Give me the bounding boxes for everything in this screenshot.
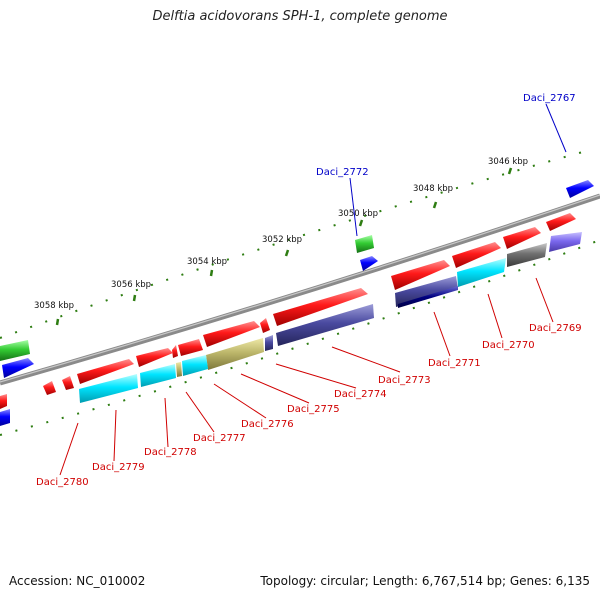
gene-arrow	[206, 338, 264, 370]
reverse-strand-features	[0, 232, 582, 426]
gene-arrow	[398, 286, 458, 308]
gene-arrow	[178, 339, 203, 356]
gene-arrow	[395, 276, 458, 307]
gene-label-daci-2774: Daci_2774	[334, 389, 387, 400]
gene-arrow	[457, 258, 506, 287]
gene-arrow	[273, 288, 368, 326]
gene-arrow	[546, 213, 576, 231]
gene-arrow	[203, 321, 260, 347]
tick-labels: 3046 kbp 3048 kbp 3050 kbp 3052 kbp 3054…	[34, 157, 528, 311]
gene-arrow	[140, 364, 176, 387]
gene-arrow	[276, 304, 374, 346]
gene-label-daci-2777: Daci_2777	[193, 433, 246, 444]
gene-label-daci-2778: Daci_2778	[144, 447, 197, 458]
gene-arrow	[566, 180, 594, 198]
gene-arrow	[391, 260, 450, 290]
gene-arrow	[172, 345, 178, 358]
gene-label-daci-2773: Daci_2773	[378, 375, 431, 386]
gene-arrow	[182, 355, 208, 376]
tick-label: 3052 kbp	[262, 235, 302, 245]
gene-arrow	[507, 243, 547, 267]
gene-label-daci-2776: Daci_2776	[241, 419, 294, 430]
label-leaders	[59, 103, 567, 476]
major-ticks	[55, 167, 513, 326]
topology-summary: Topology: circular; Length: 6,767,514 bp…	[260, 574, 590, 588]
accession-label: Accession: NC_010002	[9, 574, 146, 588]
gene-label-daci-2779: Daci_2779	[92, 462, 145, 473]
gene-label-daci-2771: Daci_2771	[428, 358, 481, 369]
gene-label-daci-2770: Daci_2770	[482, 340, 535, 351]
gene-arrow	[503, 227, 541, 249]
tick-label: 3046 kbp	[488, 157, 528, 167]
gene-labels: Daci_2767 Daci_2769 Daci_2770 Daci_2771 …	[36, 93, 582, 488]
gene-label-daci-2769: Daci_2769	[529, 323, 582, 334]
gene-arrow	[43, 381, 56, 395]
gene-arrow	[0, 340, 30, 361]
gene-arrow	[176, 362, 182, 377]
gene-arrow	[260, 318, 270, 333]
gene-arrow	[77, 359, 134, 384]
gene-label-daci-2775: Daci_2775	[287, 404, 340, 415]
gene-arrow	[265, 335, 273, 351]
gene-arrow	[355, 235, 374, 253]
forward-strand-features	[0, 180, 594, 409]
gene-label-daci-2767: Daci_2767	[523, 93, 576, 104]
figure-title: Delftia acidovorans SPH-1, complete geno…	[152, 9, 448, 24]
gene-arrow	[136, 348, 173, 367]
gene-arrow	[79, 374, 138, 403]
tick-label: 3058 kbp	[34, 301, 74, 311]
tick-label: 3048 kbp	[413, 184, 453, 194]
gene-label-daci-2780: Daci_2780	[36, 477, 89, 488]
gene-arrow	[0, 409, 10, 426]
gene-arrow	[549, 232, 582, 252]
gene-label-daci-2772: Daci_2772	[316, 167, 369, 178]
tick-label: 3054 kbp	[187, 257, 227, 267]
gene-arrow	[2, 358, 34, 378]
gene-arrow	[452, 242, 501, 268]
tick-label: 3056 kbp	[111, 280, 151, 290]
gene-arrow	[62, 376, 74, 390]
tick-label: 3050 kbp	[338, 209, 378, 219]
gene-arrow	[360, 256, 378, 271]
genome-backbone	[0, 193, 600, 386]
gene-arrow	[0, 394, 7, 409]
